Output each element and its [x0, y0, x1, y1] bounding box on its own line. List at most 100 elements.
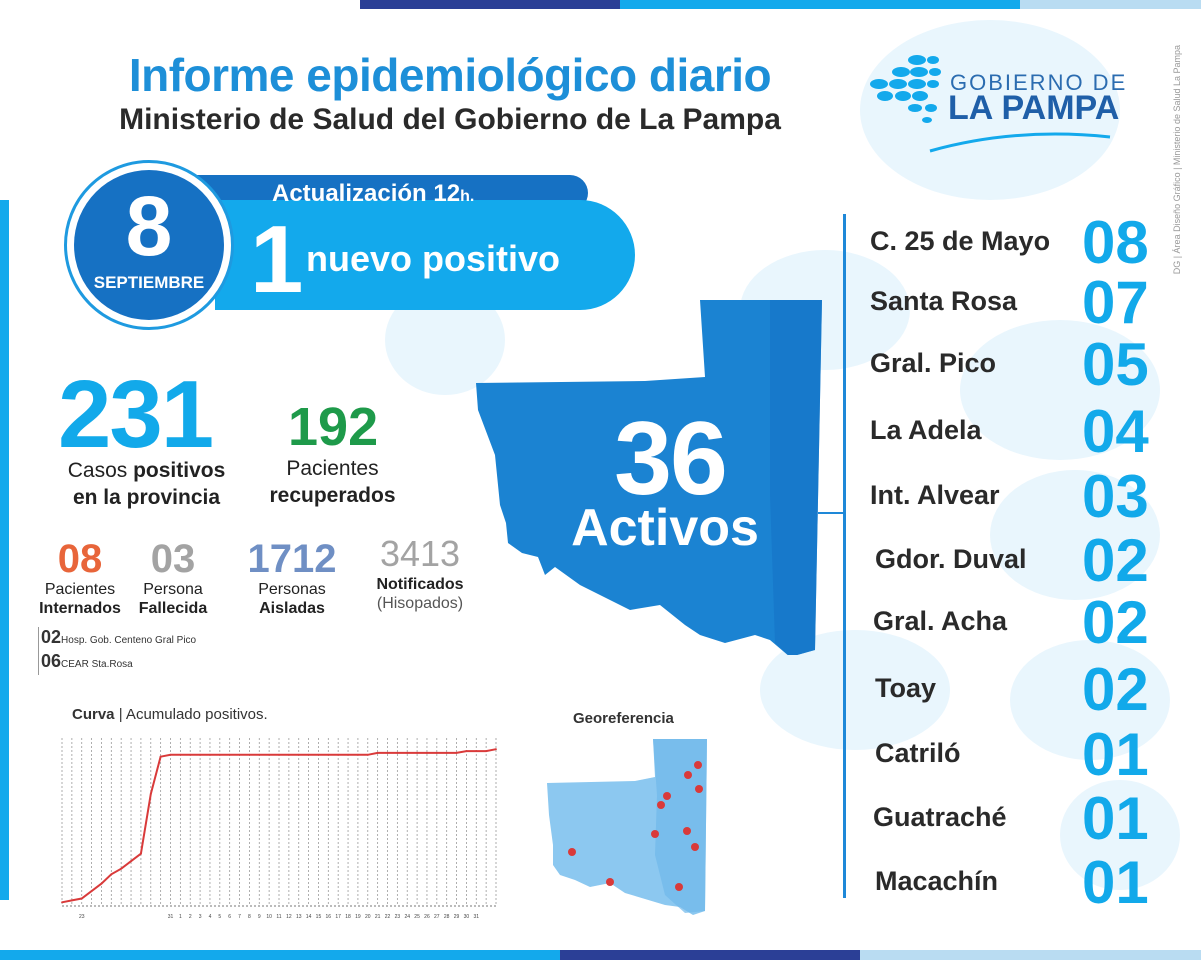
locality-count: 01 — [1082, 785, 1149, 852]
tick-label: 23 — [79, 914, 85, 920]
tick-label: 4 — [209, 914, 212, 920]
data-point — [100, 882, 103, 885]
data-point — [218, 753, 221, 756]
data-point — [317, 753, 320, 756]
data-point — [287, 753, 290, 756]
locality-row: La Adela 04 — [870, 397, 1170, 465]
data-point — [268, 753, 271, 756]
data-point — [426, 752, 428, 754]
logo-line-2: LA PAMPA — [948, 89, 1120, 127]
case-dot — [675, 883, 683, 891]
tick-label: 3 — [199, 914, 202, 920]
locality-name: Gdor. Duval — [875, 544, 1027, 574]
locality-row: Gdor. Duval 02 — [870, 526, 1170, 594]
data-point — [406, 752, 409, 754]
cases-label-b: positivos — [133, 459, 226, 482]
data-point — [169, 753, 172, 756]
data-point — [61, 901, 63, 904]
logo-line-1: GOBIERNO DE — [950, 70, 1128, 95]
case-dot — [683, 827, 691, 835]
tick-label: 1 — [179, 914, 182, 920]
locality-row: Santa Rosa 07 — [870, 268, 1170, 336]
hospital-count: 06 — [41, 651, 62, 671]
tick-label: 6 — [228, 914, 231, 920]
locality-connector — [818, 512, 844, 514]
tick-label: 30 — [464, 914, 470, 920]
locality-count: 01 — [1082, 721, 1149, 788]
data-point — [70, 899, 73, 902]
data-point — [386, 752, 389, 754]
tick-label: 10 — [266, 914, 272, 920]
tick-label: 17 — [335, 914, 341, 920]
data-point — [189, 753, 192, 756]
locality-name: Toay — [875, 673, 937, 703]
tick-label: 8 — [248, 914, 251, 920]
locality-name: La Adela — [870, 415, 982, 445]
top-bar-pale — [1020, 0, 1201, 9]
stat-line2: Fallecida — [138, 600, 208, 617]
curve-title-rest: | Acumulado positivos. — [114, 706, 268, 723]
tick-label: 14 — [306, 914, 312, 920]
background-disc — [1010, 640, 1170, 760]
recovered-label: Pacientes recuperados — [250, 455, 415, 509]
data-point — [130, 860, 132, 863]
locality-name: Macachín — [875, 866, 999, 896]
active-label: Activos — [571, 499, 759, 557]
background-disc — [990, 470, 1160, 600]
data-point — [149, 793, 152, 795]
curve-chart: 23 31 1 2 3 4 5 6 7 8 9 10 11 12 13 14 15 16 17 18 19 20 21 22 2… — [61, 738, 497, 920]
top-bar-light — [620, 0, 1020, 9]
stat-value: 03 — [150, 537, 196, 581]
recovered-count: 192 — [288, 397, 379, 457]
data-point — [159, 755, 162, 758]
tick-label: 28 — [444, 914, 450, 920]
new-positive-pill — [215, 200, 635, 310]
data-point — [495, 748, 497, 751]
stat-line2: Aisladas — [259, 600, 325, 617]
tick-label: 5 — [218, 914, 221, 920]
locality-row: Gral. Pico 05 — [870, 330, 1170, 398]
locality-name: Gral. Pico — [870, 348, 997, 378]
update-suffix: h. — [460, 188, 475, 205]
data-point — [140, 852, 142, 855]
stat-fallecida: 03 Persona Fallecida — [123, 538, 223, 618]
locality-count: 02 — [1082, 589, 1149, 656]
page-subtitle: Ministerio de Salud del Gobierno de La P… — [119, 103, 781, 136]
bottom-bar-light — [0, 950, 560, 960]
tick-label: 31 — [473, 914, 479, 920]
data-point — [445, 752, 448, 754]
data-point — [110, 873, 113, 876]
locality-row: Macachín 01 — [870, 848, 1170, 916]
case-dot — [657, 801, 665, 809]
recovered-label-a: Pacientes — [286, 457, 379, 480]
stat-internados: 08 Pacientes Internados — [30, 538, 130, 618]
data-point — [258, 753, 261, 756]
top-bar-dark — [360, 0, 620, 9]
data-point — [396, 752, 399, 754]
case-dot — [694, 761, 702, 769]
tick-label: 26 — [424, 914, 430, 920]
tick-label: 31 — [168, 914, 174, 920]
data-point — [337, 753, 340, 756]
case-dot — [606, 878, 614, 886]
georeference-map — [547, 739, 707, 915]
data-point — [455, 752, 458, 754]
data-point — [90, 890, 93, 892]
data-point — [120, 867, 123, 870]
stat-line2: Internados — [39, 600, 121, 617]
cases-label-a: Casos — [67, 459, 134, 482]
hospital-breakdown: 02Hosp. Gob. Centeno Gral Pico 06CEAR St… — [38, 627, 196, 675]
locality-count: 05 — [1082, 331, 1149, 398]
bottom-bar-dark — [560, 950, 860, 960]
hospital-count: 02 — [41, 627, 62, 647]
total-cases-count: 231 — [58, 361, 214, 468]
data-point — [347, 753, 349, 756]
case-dot — [691, 843, 699, 851]
locality-row: Gral. Acha 02 — [870, 588, 1170, 656]
hospital-name: CEAR Sta.Rosa — [61, 659, 133, 670]
tick-label: 16 — [326, 914, 332, 920]
tick-label: 20 — [365, 914, 371, 920]
hospital-row: 02Hosp. Gob. Centeno Gral Pico — [41, 627, 196, 651]
locality-name: Santa Rosa — [870, 286, 1018, 316]
new-positive-count: 1 — [250, 206, 304, 313]
